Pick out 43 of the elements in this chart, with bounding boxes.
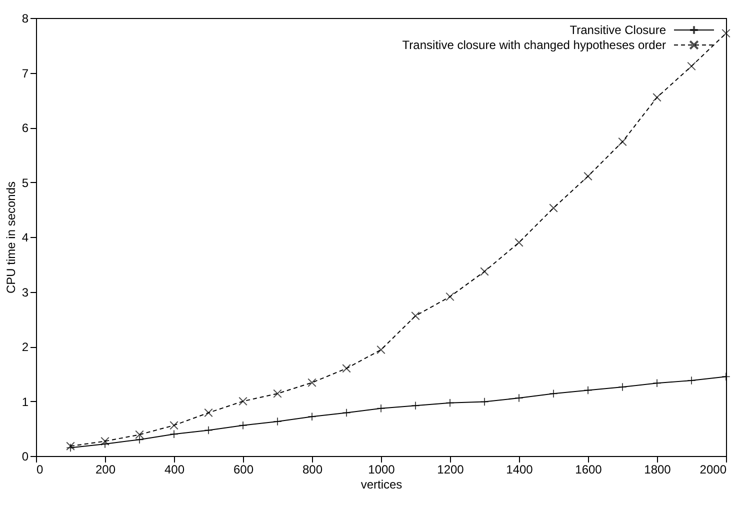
point bbox=[618, 137, 627, 146]
x-tick-label: 1800 bbox=[644, 462, 672, 476]
legend-label: Transitive Closure bbox=[570, 23, 666, 37]
x-tick-label: 1200 bbox=[437, 462, 464, 476]
x-tick-label: 2000 bbox=[700, 462, 727, 476]
x-axis-title: vertices bbox=[360, 478, 402, 492]
y-tick-label: 4 bbox=[22, 230, 29, 244]
point bbox=[100, 436, 110, 446]
x-tick-label: 1000 bbox=[368, 462, 396, 476]
x-tick-label: 1400 bbox=[506, 462, 534, 476]
y-tick-label: 0 bbox=[22, 450, 29, 464]
y-tick-label: 7 bbox=[22, 66, 29, 80]
y-tick-label: 5 bbox=[22, 176, 29, 190]
y-axis-title: CPU time in seconds bbox=[4, 181, 18, 294]
y-tick-label: 3 bbox=[22, 285, 29, 300]
x-tick-label: 600 bbox=[233, 462, 254, 476]
point bbox=[308, 378, 316, 388]
point bbox=[411, 311, 420, 320]
y-tick-label: 6 bbox=[22, 121, 29, 135]
y-tick-label: 2 bbox=[22, 340, 29, 354]
point bbox=[135, 430, 144, 440]
point bbox=[342, 364, 351, 373]
x-tick-label: 0 bbox=[36, 462, 44, 476]
y-tick-label: 1 bbox=[22, 394, 29, 409]
point bbox=[687, 62, 696, 71]
x-tick-label: 800 bbox=[302, 462, 323, 476]
point bbox=[273, 389, 282, 398]
x-tick-label: 1600 bbox=[575, 462, 602, 476]
point bbox=[652, 93, 662, 102]
point bbox=[204, 408, 213, 418]
point bbox=[584, 172, 592, 181]
x-tick-label: 200 bbox=[95, 462, 116, 476]
point bbox=[238, 396, 248, 406]
y-tick-label: 8 bbox=[22, 12, 29, 26]
legend-label: Transitive closure with changed hypotheses order bbox=[402, 38, 666, 52]
x-tick-label: 400 bbox=[164, 462, 185, 476]
point bbox=[549, 204, 558, 212]
point bbox=[376, 345, 386, 354]
point bbox=[446, 292, 454, 302]
point bbox=[170, 420, 178, 430]
point bbox=[480, 267, 489, 276]
point bbox=[514, 238, 524, 247]
point bbox=[722, 28, 730, 38]
